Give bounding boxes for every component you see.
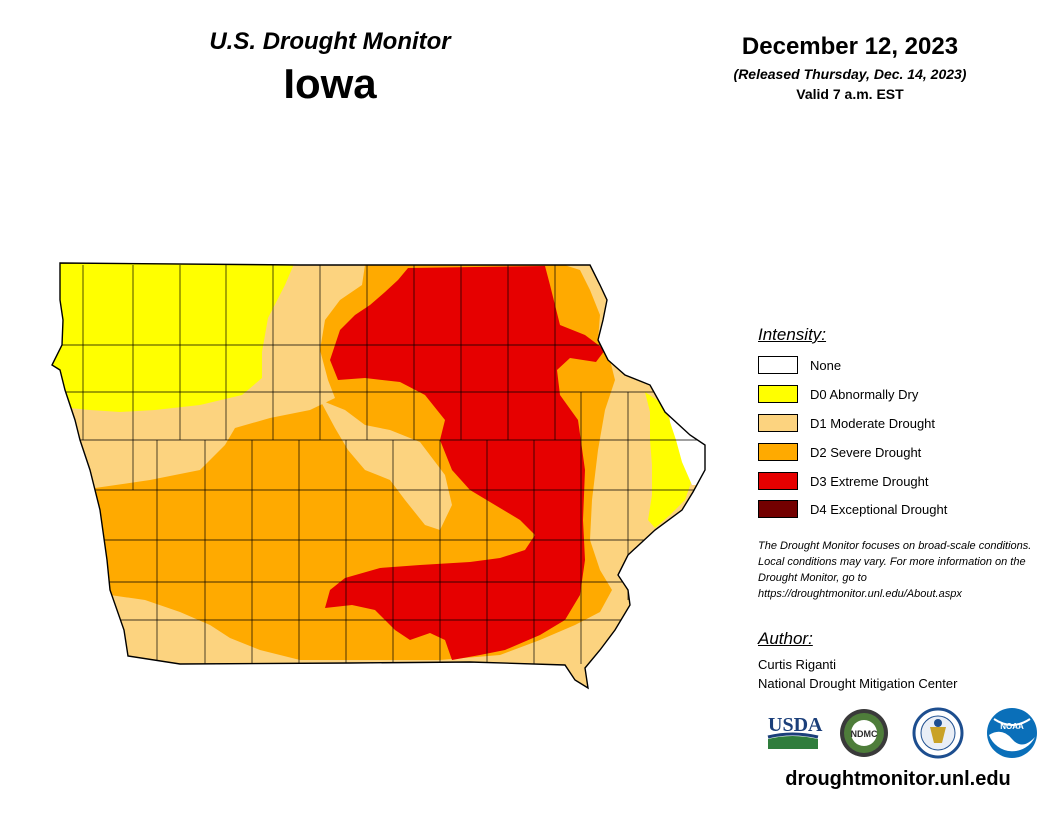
commerce-seal-logo: [912, 707, 964, 759]
valid-time: Valid 7 a.m. EST: [796, 86, 904, 102]
ndmc-logo: NDMC: [840, 709, 888, 757]
program-title: U.S. Drought Monitor: [209, 28, 451, 55]
d3-region: [325, 266, 605, 660]
release-date: (Released Thursday, Dec. 14, 2023): [733, 66, 967, 82]
legend-item-d0: D0 Abnormally Dry: [758, 383, 918, 405]
legend-label: D0 Abnormally Dry: [810, 386, 919, 402]
legend-swatch: [758, 356, 798, 374]
legend-label: None: [810, 357, 842, 373]
legend-swatch: [758, 500, 798, 518]
legend-label: D3 Extreme Drought: [810, 473, 929, 489]
iowa-state-outline: [51, 262, 706, 690]
agency-logos: USDA NDMC NOAA: [767, 707, 1037, 759]
legend-item-d1: D1 Moderate Drought: [758, 412, 935, 434]
noaa-logo-text: NOAA: [1000, 722, 1024, 731]
legend-swatch: [758, 385, 798, 403]
legend-item-d2: D2 Severe Drought: [758, 441, 921, 463]
county-lines: [52, 265, 705, 664]
noaa-logo: NOAA: [987, 708, 1037, 758]
legend-swatch: [758, 472, 798, 490]
legend-item-d4: D4 Exceptional Drought: [758, 498, 947, 520]
d0-region-northwest: [52, 263, 300, 412]
map-date: December 12, 2023: [741, 33, 959, 60]
author-organization: National Drought Mitigation Center: [758, 676, 958, 691]
ndmc-logo-text: NDMC: [851, 729, 878, 739]
iowa-drought-map: [51, 262, 706, 690]
legend-swatch: [758, 414, 798, 432]
legend-label: D4 Exceptional Drought: [810, 501, 948, 517]
legend-item-d3: D3 Extreme Drought: [758, 470, 929, 492]
legend-item-none: None: [758, 354, 841, 376]
author-heading: Author:: [758, 629, 813, 648]
website-link[interactable]: droughtmonitor.unl.edu: [785, 768, 1011, 790]
date-block: December 12, 2023 (Released Thursday, De…: [690, 33, 1010, 102]
state-title: Iowa: [283, 60, 377, 107]
usda-logo-text: USDA: [768, 714, 823, 736]
d0-region-east: [645, 392, 692, 528]
title-block: U.S. Drought Monitor Iowa: [150, 28, 510, 108]
legend-label: D1 Moderate Drought: [810, 415, 936, 431]
legend-label: D2 Severe Drought: [810, 444, 922, 460]
monitor-note: The Drought Monitor focuses on broad-sca…: [758, 540, 1032, 600]
legend-heading: Intensity:: [758, 325, 827, 344]
d1-central-region: [320, 400, 452, 530]
legend-swatch: [758, 443, 798, 461]
usda-logo: USDA: [767, 714, 823, 749]
author-name: Curtis Riganti: [758, 657, 837, 672]
